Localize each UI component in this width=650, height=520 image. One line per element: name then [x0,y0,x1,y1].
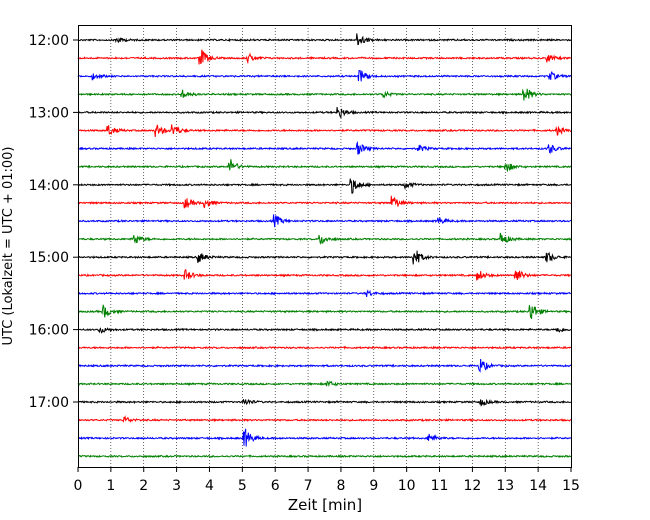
x-tick-label: 5 [238,478,247,494]
trace-1400 [77,178,572,194]
x-tick-label: 6 [271,478,280,494]
trace-1600 [77,327,572,334]
trace-layer [77,33,572,459]
trace-1545 [77,304,572,320]
y-axis-label: UTC (Lokalzeit = UTC + 01:00) [1,147,16,346]
trace-1345 [77,159,572,172]
trace-1330 [77,140,572,155]
x-tick-label: 1 [106,478,115,494]
y-tick-label: 14:00 [29,178,69,194]
trace-1530 [77,289,572,297]
x-tick-label: 3 [172,478,181,494]
y-tick-label: 12:00 [29,33,69,49]
x-tick-label: 8 [336,478,345,494]
x-tick-label: 4 [205,478,214,494]
x-axis-ticks: 0 1 2 3 4 5 6 7 8 9 10 11 12 13 14 15 [74,467,580,494]
y-axis-ticks: 12:00 13:00 14:00 15:00 16:00 17:00 [29,33,78,411]
trace-1500 [77,250,572,265]
trace-1230 [77,69,572,82]
trace-1615 [77,345,572,350]
vertical-grid [110,25,539,467]
x-tick-label: 14 [529,478,547,494]
x-tick-label: 13 [496,478,514,494]
trace-1715 [77,415,572,423]
trace-1515 [77,269,572,281]
trace-1245 [77,88,572,101]
y-tick-label: 17:00 [29,395,69,411]
trace-1200 [77,33,572,46]
x-tick-label: 10 [398,478,416,494]
trace-1730 [77,428,572,447]
x-tick-label: 15 [562,478,580,494]
y-tick-label: 15:00 [29,250,69,266]
trace-1745 [77,454,572,459]
trace-1630 [77,359,572,373]
y-tick-label: 16:00 [29,323,69,339]
trace-1315 [77,124,572,137]
trace-1445 [77,232,572,245]
trace-1430 [77,214,572,228]
trace-1700 [77,398,572,407]
trace-1415 [77,195,572,209]
trace-1300 [77,106,572,119]
x-tick-label: 2 [139,478,148,494]
x-tick-label: 11 [431,478,449,494]
x-tick-label: 12 [463,478,481,494]
x-tick-label: 0 [74,478,83,494]
trace-1215 [77,49,572,65]
trace-1645 [77,380,572,388]
x-tick-label: 9 [369,478,378,494]
y-tick-label: 13:00 [29,105,69,121]
x-axis-label: Zeit [min] [288,496,362,514]
plot-frame [78,25,572,468]
x-tick-label: 7 [304,478,313,494]
